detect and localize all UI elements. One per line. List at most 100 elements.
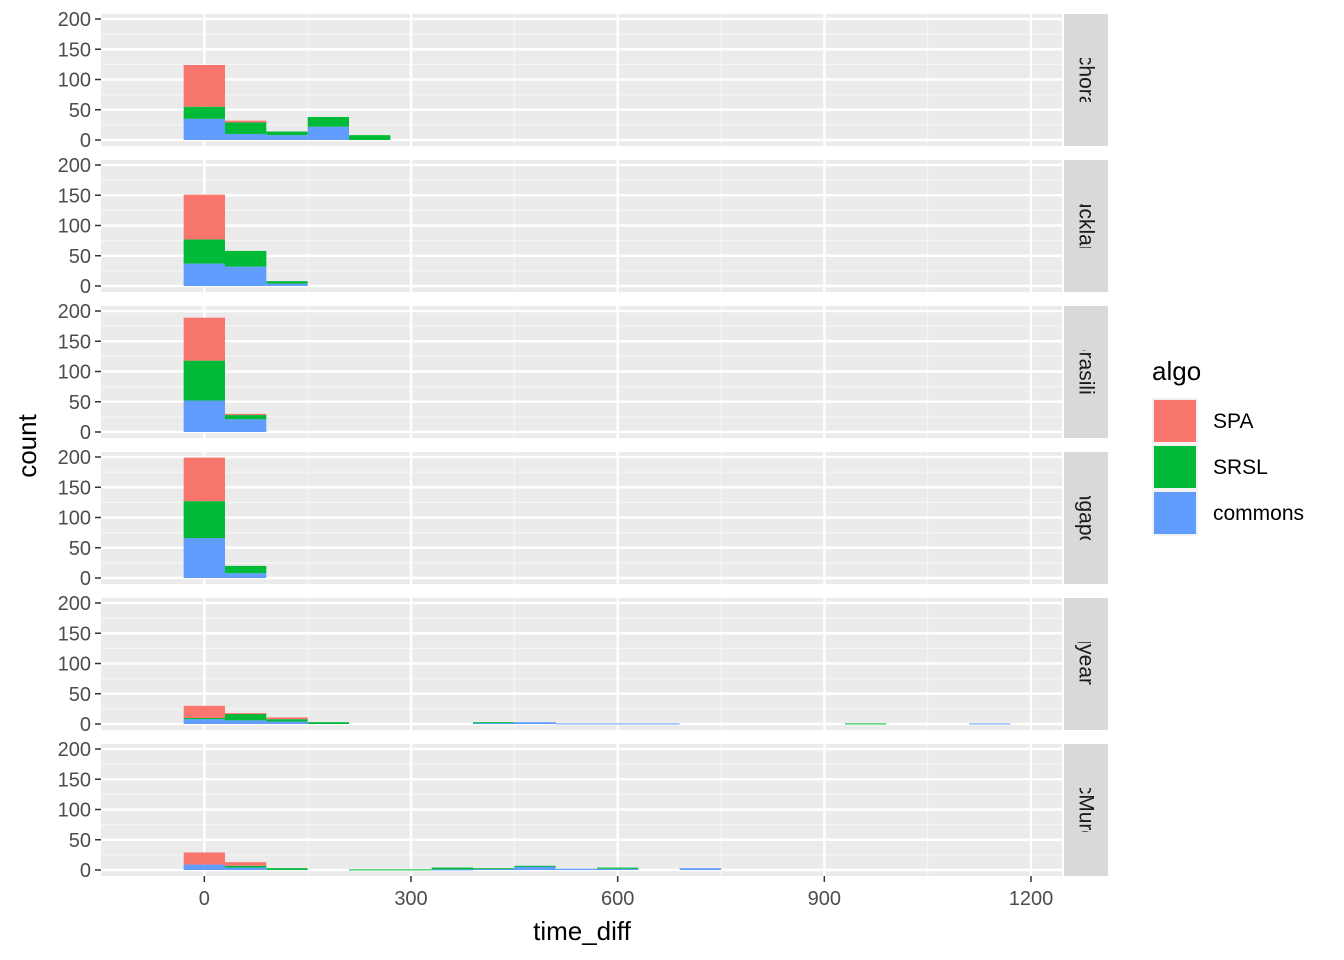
y-tick-label: 0 [80,714,91,736]
bar-srsl [307,117,349,127]
bar-spa [183,457,225,502]
bar-commons [555,868,597,870]
y-tick-label: 0 [80,568,91,590]
facet-panel-mcmurdo: 0 50 100 150 200 McMurdo [58,739,1108,882]
legend-swatch-srsl [1154,446,1196,488]
y-tick-label: 50 [69,246,91,268]
bar-commons [555,723,597,725]
bar-srsl [225,713,267,721]
bar-spa [266,717,308,720]
y-tick-label: 150 [58,185,91,207]
bar-commons [225,573,267,578]
x-tick-label: 300 [394,888,427,910]
x-tick-label: 900 [808,888,841,910]
bar-srsl [266,719,308,722]
bar-commons [225,266,267,286]
facet-panel-singapore: 0 50 100 150 200 Singapore [58,447,1108,590]
y-tick-label: 150 [58,769,91,791]
bar-commons [514,722,556,724]
facet-strip [1064,598,1108,730]
facet-strip-label: Brasilia [1075,338,1098,407]
bar-srsl [349,135,391,140]
bar-srsl [266,131,308,136]
bar-srsl [225,415,267,420]
bar-srsl [845,723,887,725]
bar-commons [266,721,308,724]
bar-commons [266,135,308,140]
bar-spa [225,713,267,715]
y-tick-label: 150 [58,623,91,645]
bar-srsl [390,869,432,871]
bar-spa [183,705,225,718]
bar-srsl [183,717,225,720]
bar-commons [225,133,267,140]
legend-title: algo [1152,356,1201,386]
bar-commons [266,283,308,286]
y-tick-label: 150 [58,331,91,353]
facet-strip [1064,744,1108,876]
bar-srsl [266,281,308,284]
bar-srsl [225,565,267,574]
bar-commons [225,867,267,870]
x-axis-title: time_diff [533,916,632,946]
bar-commons [597,723,639,725]
y-tick-label: 200 [58,301,91,323]
bar-srsl [225,250,267,267]
bar-commons [183,719,225,724]
y-tick-label: 200 [58,593,91,615]
y-tick-label: 50 [69,392,91,414]
y-tick-label: 50 [69,684,91,706]
bar-commons [473,868,515,870]
bar-commons [183,864,225,870]
y-tick-label: 100 [58,216,91,238]
y-tick-label: 200 [58,739,91,761]
y-tick-label: 50 [69,830,91,852]
bar-spa [225,120,267,123]
y-tick-label: 50 [69,100,91,122]
bar-commons [225,720,267,724]
bar-srsl [597,867,639,869]
facet-strip-label: Singapore [1075,470,1098,566]
y-tick-label: 50 [69,538,91,560]
y-tick-label: 200 [58,9,91,31]
bar-srsl [225,122,267,134]
bar-srsl [183,360,225,401]
bar-spa [225,413,267,416]
x-axis: 0 300 600 900 1200 [199,876,1053,910]
facet-strip-label: Longyearbyen [1075,597,1098,730]
bar-spa [225,862,267,866]
x-tick-label: 0 [199,888,210,910]
bar-srsl [473,722,515,724]
legend-label-spa: SPA [1213,410,1253,433]
y-tick-label: 200 [58,155,91,177]
bar-commons [307,126,349,140]
bar-srsl [225,865,267,868]
facet-panel-auckland: 0 50 100 150 200 Auckland [58,155,1108,298]
facet-strip [1064,452,1108,584]
facet-panel-anchorage: 0 50 100 150 200 Anchorage [58,9,1108,152]
bar-commons [183,263,225,286]
bar-srsl [514,865,556,867]
y-tick-label: 200 [58,447,91,469]
y-tick-label: 150 [58,39,91,61]
legend-label-srsl: SRSL [1213,456,1268,479]
bar-spa [183,64,225,107]
y-tick-label: 0 [80,130,91,152]
bar-srsl [183,239,225,264]
y-tick-label: 100 [58,362,91,384]
legend-label-commons: commons [1213,502,1304,525]
bar-commons [183,118,225,140]
bar-srsl [473,868,515,870]
bar-commons [597,868,639,870]
bar-srsl [266,868,308,870]
bar-spa [183,852,225,865]
facet-panel-brasilia: 0 50 100 150 200 Brasilia [58,301,1108,444]
facet-strip-label: McMurdo [1075,766,1098,854]
bar-srsl [307,722,349,724]
legend-swatch-spa [1154,400,1196,442]
facet-strip-label: Anchorage [1075,29,1098,131]
bar-spa [183,317,225,361]
y-tick-label: 0 [80,276,91,298]
bar-commons [679,868,721,870]
